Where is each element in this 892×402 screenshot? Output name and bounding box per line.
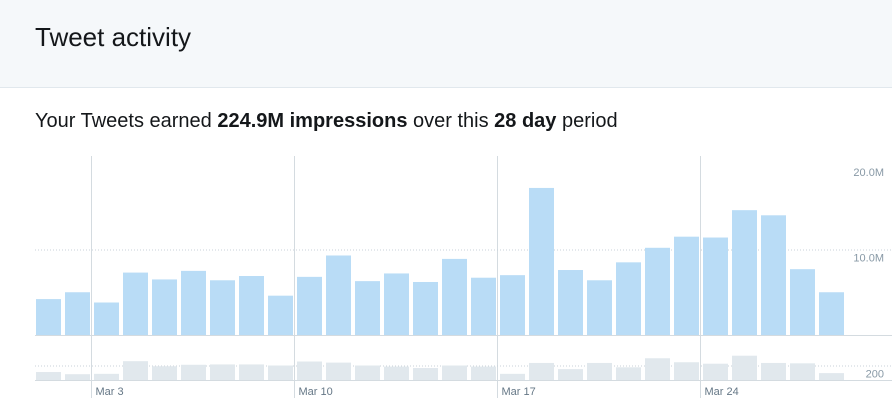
bar[interactable]	[674, 362, 699, 380]
bar[interactable]	[703, 363, 728, 380]
bar[interactable]	[355, 281, 380, 335]
bar[interactable]	[65, 292, 90, 335]
bar[interactable]	[152, 279, 177, 335]
bar[interactable]	[413, 281, 438, 335]
bar[interactable]	[181, 270, 206, 335]
bar[interactable]	[268, 365, 293, 381]
period-length: 28 day	[494, 110, 557, 132]
bar[interactable]	[152, 366, 177, 380]
bar[interactable]	[471, 366, 496, 380]
bar[interactable]	[65, 374, 90, 380]
bar[interactable]	[36, 299, 61, 335]
bar[interactable]	[558, 369, 583, 380]
bar[interactable]	[558, 270, 583, 335]
bar[interactable]	[384, 366, 409, 380]
bar[interactable]	[268, 295, 293, 335]
bar[interactable]	[500, 373, 525, 380]
bar[interactable]	[674, 236, 699, 335]
bar[interactable]	[442, 365, 467, 381]
bar[interactable]	[36, 372, 61, 380]
bar[interactable]	[732, 210, 757, 335]
x-tick-label: Mar 24	[705, 386, 739, 398]
bar[interactable]	[645, 358, 670, 380]
x-tick-label: Mar 10	[299, 386, 333, 398]
bar[interactable]	[500, 275, 525, 335]
bar[interactable]	[761, 215, 786, 335]
x-tick-label: Mar 3	[96, 386, 124, 398]
bar[interactable]	[587, 280, 612, 335]
bar[interactable]	[210, 364, 235, 380]
bar[interactable]	[645, 247, 670, 335]
bar[interactable]	[413, 368, 438, 380]
page-header: Tweet activity	[0, 0, 892, 88]
page-title: Tweet activity	[35, 22, 192, 52]
bar[interactable]	[819, 373, 844, 380]
bar[interactable]	[210, 280, 235, 335]
bar[interactable]	[94, 302, 119, 335]
bar[interactable]	[123, 361, 148, 380]
bar[interactable]	[790, 269, 815, 335]
bar-layer	[36, 187, 844, 381]
summary-middle: over this	[407, 110, 495, 132]
bar[interactable]	[732, 355, 757, 380]
bar[interactable]	[326, 362, 351, 380]
y-tick-label: 200	[866, 369, 884, 381]
impressions-count: 224.9M impressions	[217, 110, 408, 132]
bar[interactable]	[616, 262, 641, 335]
bar[interactable]	[297, 361, 322, 380]
label-layer: Mar 3 Mar 10 Mar 17 Mar 24 10.0M 20.0M 200	[96, 167, 885, 398]
bar[interactable]	[181, 364, 206, 380]
impressions-summary: Your Tweets earned 224.9M impressions ov…	[35, 110, 618, 133]
y-tick-label: 20.0M	[853, 167, 884, 179]
bar[interactable]	[703, 237, 728, 335]
summary-prefix: Your Tweets earned	[35, 110, 218, 132]
bar[interactable]	[529, 362, 554, 380]
bar[interactable]	[471, 277, 496, 335]
bar[interactable]	[529, 187, 554, 335]
bar[interactable]	[326, 255, 351, 335]
bar[interactable]	[297, 276, 322, 335]
summary-suffix: period	[556, 110, 618, 132]
x-tick-label: Mar 17	[502, 386, 536, 398]
bar[interactable]	[239, 276, 264, 335]
y-tick-label: 10.0M	[853, 253, 884, 265]
bar[interactable]	[384, 273, 409, 335]
bar[interactable]	[94, 373, 119, 380]
bar[interactable]	[355, 365, 380, 381]
bar[interactable]	[761, 362, 786, 380]
bar[interactable]	[239, 364, 264, 380]
bar[interactable]	[587, 362, 612, 380]
bar[interactable]	[442, 258, 467, 335]
bar[interactable]	[790, 363, 815, 380]
bar[interactable]	[819, 292, 844, 335]
bar[interactable]	[123, 272, 148, 335]
bar[interactable]	[616, 367, 641, 380]
